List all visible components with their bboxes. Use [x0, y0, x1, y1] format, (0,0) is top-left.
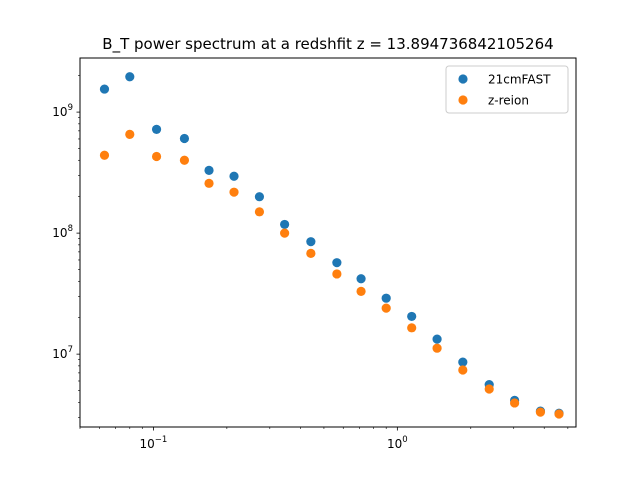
data-point	[306, 248, 316, 258]
legend-box	[445, 65, 569, 114]
x-tick-label: 10−1	[140, 435, 168, 451]
data-point	[151, 124, 162, 134]
data-point	[254, 207, 265, 217]
y-tick-label: 108	[52, 224, 73, 240]
data-point	[204, 178, 214, 188]
data-point	[179, 133, 190, 144]
data-point	[432, 343, 442, 353]
data-point	[151, 151, 162, 162]
series-z-reion	[99, 129, 564, 419]
x-tick-label: 100	[387, 435, 408, 451]
axes-frame	[79, 57, 577, 428]
data-point	[125, 72, 135, 82]
legend-label: 21cmFAST	[488, 73, 551, 87]
data-point	[280, 228, 290, 238]
data-point	[554, 409, 564, 419]
data-point	[204, 165, 214, 175]
y-tick-label: 107	[52, 345, 73, 361]
data-point	[407, 323, 417, 333]
data-point	[458, 365, 468, 375]
data-point	[179, 155, 190, 165]
legend-marker	[458, 74, 468, 84]
data-point	[407, 311, 417, 322]
data-point	[254, 192, 265, 202]
legend: 21cmFAST z-reion	[445, 65, 569, 114]
legend-label: z-reion	[488, 94, 529, 108]
data-point	[381, 293, 391, 303]
data-point	[381, 303, 391, 313]
plot-area: 10−1 100 107 108 109	[52, 72, 569, 451]
data-point	[125, 129, 135, 139]
data-point	[332, 258, 342, 268]
y-tick-label: 109	[52, 103, 73, 119]
data-point	[356, 274, 366, 284]
data-point	[484, 384, 494, 394]
data-point	[535, 407, 546, 417]
data-point	[229, 187, 239, 197]
data-point	[356, 286, 366, 296]
data-point	[306, 237, 316, 247]
data-point	[229, 171, 239, 181]
data-point	[510, 398, 520, 408]
data-point	[332, 269, 342, 279]
data-point	[99, 84, 110, 94]
data-point	[432, 334, 442, 344]
data-point	[458, 357, 468, 367]
data-point	[99, 150, 110, 160]
chart-title: B_T power spectrum at a redshfit z = 13.…	[102, 35, 553, 54]
data-point	[280, 219, 290, 230]
legend-marker	[458, 95, 468, 105]
